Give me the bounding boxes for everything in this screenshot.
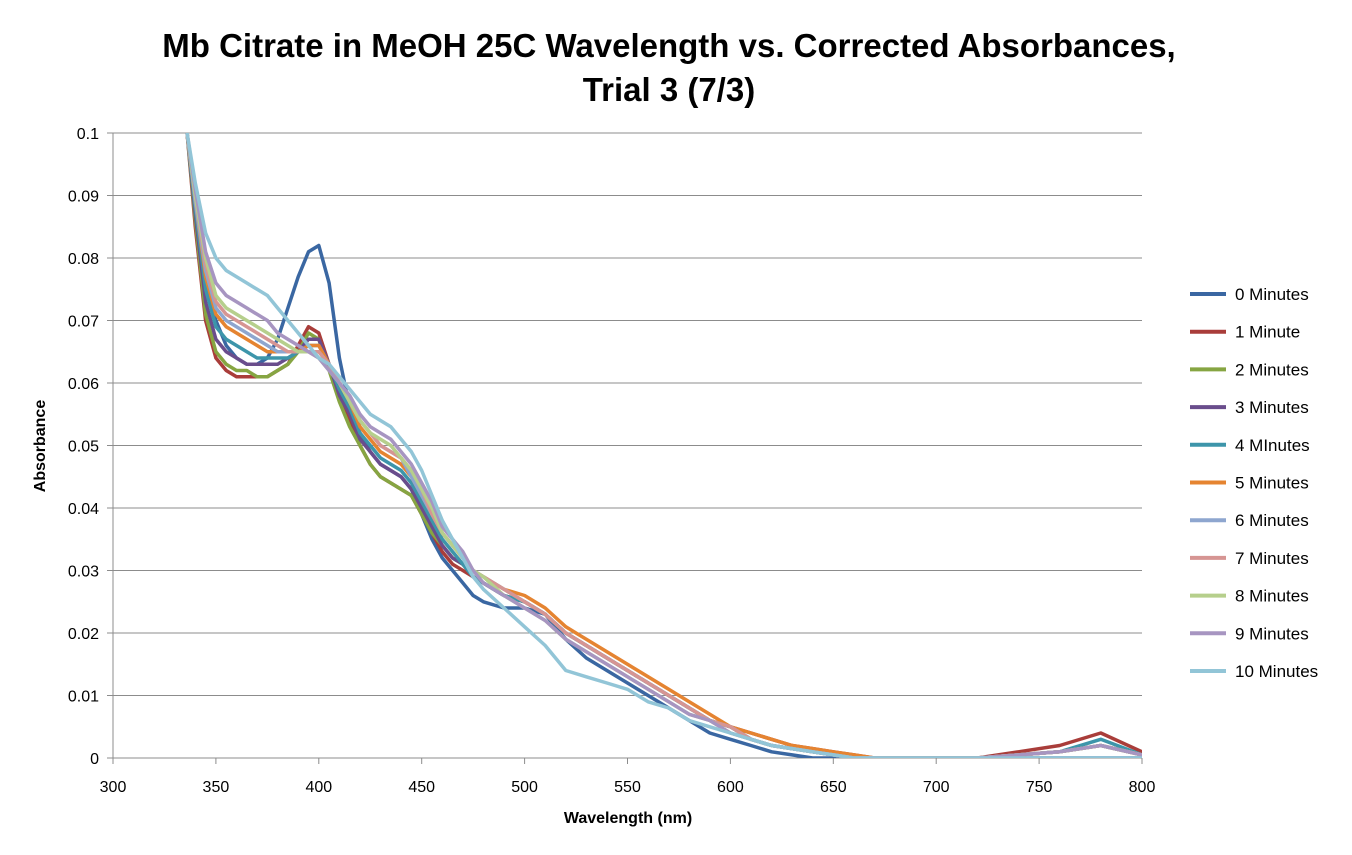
x-tick-label-3: 450 — [408, 779, 435, 796]
x-axis-label: Wavelength (nm) — [564, 810, 692, 827]
x-tick-label-4: 500 — [511, 779, 538, 796]
legend-label-7: 7 Minutes — [1235, 549, 1309, 568]
y-tick-label-8: 0.08 — [68, 251, 99, 268]
y-tick-label-0: 0 — [90, 751, 99, 768]
legend-label-1: 1 Minute — [1235, 323, 1300, 342]
x-tick-label-8: 700 — [923, 779, 950, 796]
legend-label-2: 2 Minutes — [1235, 360, 1309, 379]
legend-label-0: 0 Minutes — [1235, 285, 1309, 304]
y-tick-label-7: 0.07 — [68, 314, 99, 331]
legend-label-8: 8 Minutes — [1235, 587, 1309, 606]
y-tick-label-2: 0.02 — [68, 626, 99, 643]
y-tick-label-1: 0.01 — [68, 689, 99, 706]
x-tick-label-6: 600 — [717, 779, 744, 796]
y-axis-label: Absorbance — [32, 400, 49, 493]
x-tick-label-7: 650 — [820, 779, 847, 796]
series-lines — [185, 133, 1142, 758]
chart-title-line-1: Mb Citrate in MeOH 25C Wavelength vs. Co… — [162, 27, 1175, 64]
y-tick-label-9: 0.09 — [68, 189, 99, 206]
tick-labels: 300 350 400 450 500 550 600 650 700 750 800 0 0.01 0.… — [68, 126, 1156, 796]
x-tick-label-10: 800 — [1129, 779, 1156, 796]
x-tick-label-9: 750 — [1026, 779, 1053, 796]
legend-label-4: 4 MInutes — [1235, 436, 1310, 455]
legend-label-5: 5 Minutes — [1235, 474, 1309, 493]
legend-label-3: 3 Minutes — [1235, 398, 1309, 417]
chart-title-line-2: Trial 3 (7/3) — [583, 71, 755, 108]
y-tick-label-6: 0.06 — [68, 376, 99, 393]
x-tick-label-0: 300 — [100, 779, 127, 796]
y-tick-label-10: 0.1 — [77, 126, 99, 143]
x-tick-label-5: 550 — [614, 779, 641, 796]
legend-label-10: 10 Minutes — [1235, 662, 1318, 681]
y-tick-label-3: 0.03 — [68, 564, 99, 581]
gridlines — [113, 132, 1142, 696]
legend-label-6: 6 Minutes — [1235, 511, 1309, 530]
y-tick-label-4: 0.04 — [68, 501, 99, 518]
x-tick-label-1: 350 — [203, 779, 230, 796]
legend-label-9: 9 Minutes — [1235, 624, 1309, 643]
x-tick-label-2: 400 — [305, 779, 332, 796]
legend: 0 Minutes 1 Minute 2 Minutes 3 Minutes 4 MIn… — [1190, 285, 1318, 681]
y-tick-label-5: 0.05 — [68, 439, 99, 456]
series-line-10 — [185, 133, 1142, 758]
